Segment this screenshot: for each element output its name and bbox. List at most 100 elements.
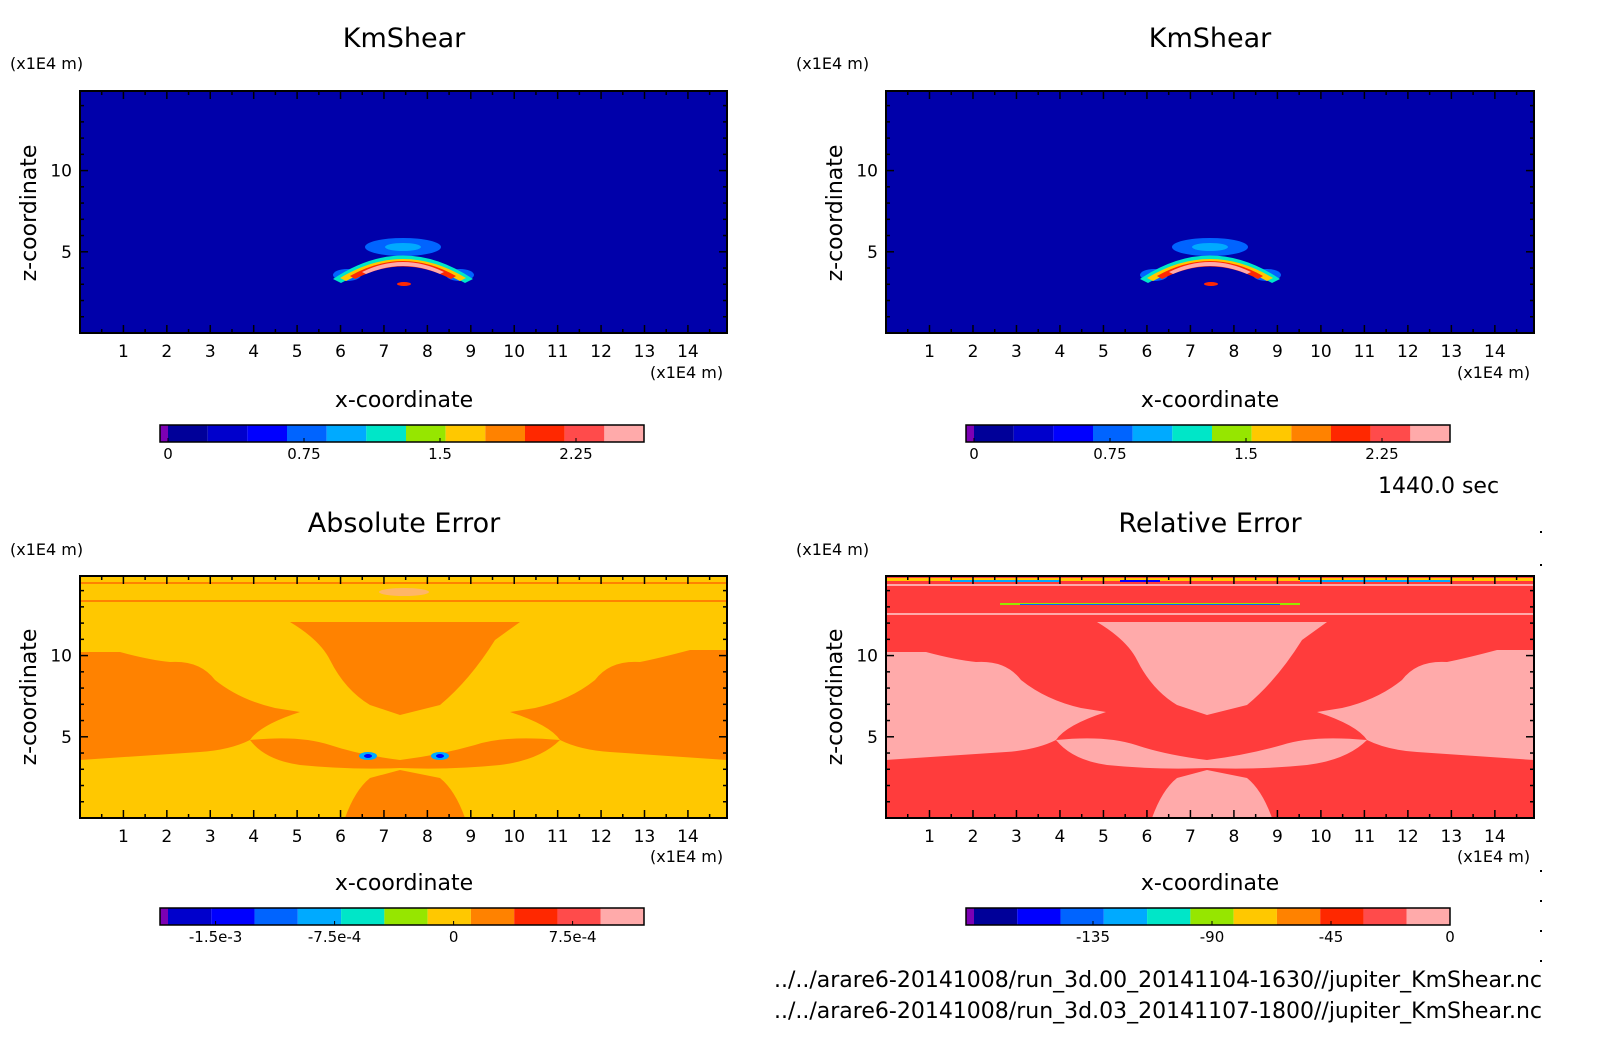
colorbar-swatch [1251, 425, 1292, 442]
colorbar-swatch [1013, 425, 1054, 442]
x-axis-label: x-coordinate [335, 388, 473, 413]
colorbar-swatch [1233, 908, 1277, 925]
colorbar-swatch [1190, 908, 1234, 925]
colorbar-tick-label: 7.5e-4 [549, 928, 597, 946]
panel-kmshear-right: KmShear (x1E4 m) (x1E4 m) x-coordinate z… [796, 23, 1535, 413]
y-axis-label: z-coordinate [17, 145, 42, 282]
x-axis-label: x-coordinate [1141, 871, 1279, 896]
y-tick-label: 5 [867, 728, 878, 748]
colorbar-tick-label: 1.5 [428, 445, 452, 463]
plot-frame [79, 90, 728, 334]
y-unit-label: (x1E4 m) [796, 54, 869, 73]
colorbar-tick-label: 1.5 [1234, 445, 1258, 463]
colorbar-swatch [254, 908, 298, 925]
colorbar-swatch [287, 425, 327, 442]
y-unit-label: (x1E4 m) [796, 540, 869, 559]
y-axis-label: z-coordinate [823, 629, 848, 766]
colorbar-swatch [168, 425, 208, 442]
x-tick-label: 7 [1185, 342, 1196, 362]
x-tick-label: 4 [1055, 827, 1066, 847]
x-tick-label: 6 [1142, 827, 1153, 847]
colorbar-swatch [600, 908, 644, 925]
colorbar-swatch [168, 908, 212, 925]
y-tick-label: 10 [856, 162, 878, 182]
x-tick-label: 3 [205, 827, 216, 847]
y-tick-label: 5 [867, 243, 878, 263]
chart-title: Absolute Error [308, 508, 501, 539]
colorbar-swatch [514, 908, 558, 925]
plot-field [80, 576, 727, 818]
x-tick-label: 13 [634, 342, 656, 362]
x-axis-label: x-coordinate [1141, 388, 1279, 413]
colorbar-tick-label: -135 [1076, 928, 1110, 946]
colorbar-tick-label: 2.25 [559, 445, 592, 463]
x-tick-label: 1 [118, 827, 129, 847]
x-tick-label: 13 [1441, 827, 1463, 847]
colorbar-swatch [1147, 908, 1191, 925]
y-tick-label: 10 [856, 647, 878, 667]
colorbar-tick-label: 0 [969, 445, 979, 463]
x-tick-label: 10 [503, 342, 525, 362]
colorbar-swatch [384, 908, 428, 925]
colorbar-frame [965, 907, 1451, 926]
margin-dot [1540, 870, 1542, 872]
colorbar-tick-label: 2.25 [1365, 445, 1398, 463]
y-axis-label: z-coordinate [17, 629, 42, 766]
y-tick-label: 10 [50, 162, 72, 182]
colorbar-swatch [1212, 425, 1252, 442]
colorbar-tick-label: -1.5e-3 [189, 928, 242, 946]
colorbar-swatch [485, 425, 525, 442]
plot-frame [79, 575, 728, 819]
colorbar-swatch [1017, 908, 1061, 925]
x-tick-label: 9 [1272, 827, 1283, 847]
x-tick-label: 1 [924, 827, 935, 847]
x-tick-label: 8 [422, 827, 433, 847]
colorbar-tick-label: 0.75 [287, 445, 320, 463]
colorbar-swatch [406, 425, 446, 442]
x-tick-label: 3 [205, 342, 216, 362]
colorbar-swatch [160, 425, 168, 442]
x-tick-label: 11 [1354, 342, 1376, 362]
x-tick-label: 10 [1310, 827, 1332, 847]
x-unit-label: (x1E4 m) [1457, 847, 1530, 866]
x-tick-label: 8 [1229, 827, 1240, 847]
x-tick-label: 6 [335, 342, 346, 362]
colorbar-tick-label: -45 [1319, 928, 1344, 946]
x-tick-label: 14 [1484, 342, 1506, 362]
margin-dot [1540, 930, 1542, 932]
x-tick-label: 2 [968, 342, 979, 362]
colorbar-swatch [1053, 425, 1093, 442]
margin-dot [1540, 960, 1542, 962]
file-path-2: ../../arare6-20141008/run_3d.03_20141107… [773, 999, 1542, 1024]
colorbar-swatch [211, 908, 255, 925]
x-unit-label: (x1E4 m) [650, 363, 723, 382]
panel-relative-error: Relative Error (x1E4 m) (x1E4 m) x-coord… [796, 508, 1535, 896]
x-axis-label: x-coordinate [335, 871, 473, 896]
x-tick-label: 12 [590, 342, 612, 362]
colorbar-swatch [445, 425, 486, 442]
colorbar-swatch [1132, 425, 1173, 442]
colorbar-swatch [427, 908, 471, 925]
colorbar-frame [159, 907, 645, 926]
x-tick-label: 5 [292, 342, 303, 362]
plot-field [886, 91, 1534, 333]
colorbar-swatch [974, 425, 1014, 442]
y-unit-label: (x1E4 m) [10, 540, 83, 559]
chart-title: KmShear [1149, 23, 1272, 54]
colorbar-swatch [341, 908, 385, 925]
colorbar-swatch [557, 908, 601, 925]
colorbar-swatch [1363, 908, 1407, 925]
x-tick-label: 2 [968, 827, 979, 847]
x-tick-label: 2 [161, 827, 172, 847]
x-tick-label: 10 [1310, 342, 1332, 362]
y-axis-label: z-coordinate [823, 145, 848, 282]
colorbar-frame [965, 424, 1451, 443]
time-label: 1440.0 sec [1378, 474, 1500, 499]
panel-absolute-error: Absolute Error (x1E4 m) (x1E4 m) [10, 508, 728, 896]
x-tick-label: 1 [924, 342, 935, 362]
x-tick-label: 12 [1397, 827, 1419, 847]
colorbar-swatch [966, 908, 974, 925]
plot-frame [885, 575, 1535, 819]
colorbar-swatch [470, 908, 515, 925]
